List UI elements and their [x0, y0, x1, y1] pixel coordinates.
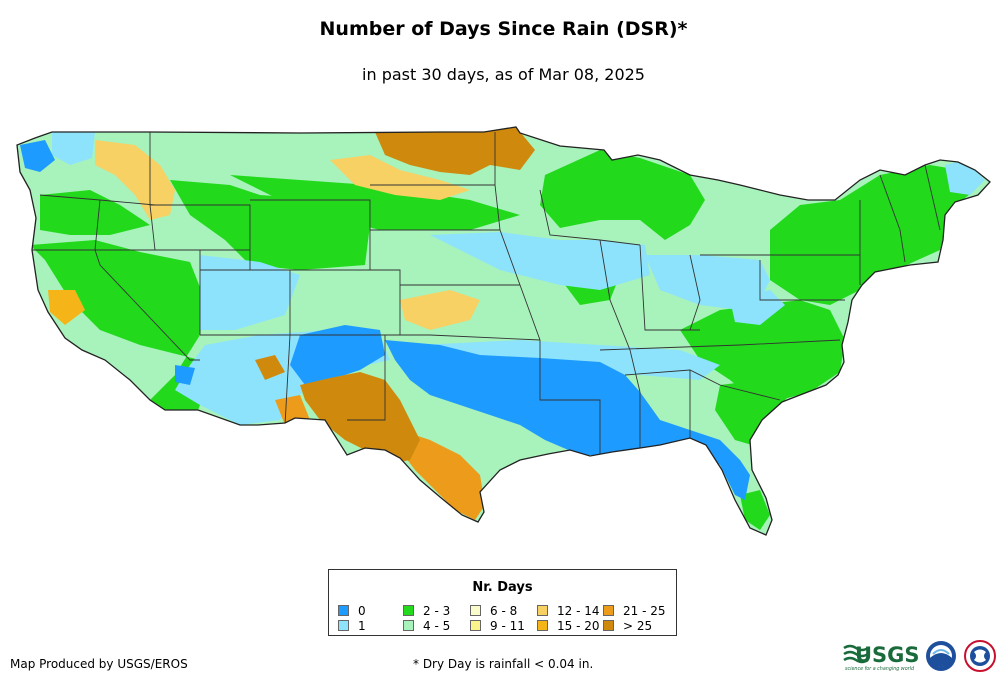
zone-2-3-greatlakes: [540, 150, 705, 240]
zone-1-maine: [945, 160, 985, 195]
nws-logo: [964, 640, 996, 672]
legend-swatch: [470, 605, 481, 616]
us-dsr-map: [16, 126, 991, 536]
legend-label: 6 - 8: [490, 604, 518, 618]
legend-swatch: [537, 605, 548, 616]
zone-2-3-pacific: [30, 240, 210, 410]
zone-0-south: [385, 340, 750, 500]
usgs-logo-text: USGS: [855, 643, 920, 667]
legend-swatch: [603, 605, 614, 616]
legend-label: 21 - 25: [623, 604, 666, 618]
zone-12-14-kansas: [400, 290, 480, 330]
legend-swatch: [403, 605, 414, 616]
zone-0-az: [175, 365, 195, 385]
legend-swatch: [603, 620, 614, 631]
agency-logos: USGS science for a changing world: [843, 640, 996, 672]
legend-label: 1: [358, 619, 366, 633]
zone-2-3-carolinas: [715, 380, 790, 445]
zone-1-ohio: [645, 255, 770, 310]
legend-title: Nr. Days: [472, 580, 533, 595]
zone-over25-westtexas: [300, 372, 420, 465]
zone-12-14-montana: [330, 155, 470, 200]
zone-1-wa: [52, 132, 95, 165]
zone-21-25-nm-w: [275, 395, 310, 425]
legend-label: > 25: [623, 619, 653, 633]
legend-label: 15 - 20: [557, 619, 600, 633]
noaa-logo: [926, 641, 956, 671]
zone-1-wv: [730, 290, 785, 325]
zone-0-wa: [20, 140, 55, 172]
legend-label: 0: [358, 604, 366, 618]
legend-swatch: [338, 620, 349, 631]
legend-swatch: [537, 620, 548, 631]
map-subtitle: in past 30 days, as of Mar 08, 2025: [362, 65, 645, 84]
map-credit: Map Produced by USGS/EROS: [10, 657, 188, 671]
zone-2-3-floridakeys: [740, 490, 770, 530]
zone-1-southwest: [200, 255, 300, 330]
legend-label: 2 - 3: [423, 604, 451, 618]
zone-2-3-pnw: [40, 190, 150, 235]
legend-label: 12 - 14: [557, 604, 600, 618]
zone-0-sw-blob: [290, 325, 385, 385]
usgs-logo: USGS science for a changing world: [843, 643, 920, 672]
legend-label: 9 - 11: [490, 619, 525, 633]
zone-over25-az: [255, 355, 285, 380]
zone-21-25-texas: [400, 430, 485, 520]
legend-swatch: [338, 605, 349, 616]
zone-2-3-northplains: [230, 175, 520, 230]
zone-15-20-ca: [48, 290, 85, 325]
zone-12-14-idaho: [95, 140, 175, 220]
legend-swatch: [470, 620, 481, 631]
zone-1-central: [430, 232, 650, 290]
legend: Nr. Days 0 1 2 - 3 4 - 5 6 - 8 9 - 11 12…: [328, 569, 677, 636]
map-title: Number of Days Since Rain (DSR)*: [319, 18, 688, 40]
legend-swatch: [403, 620, 414, 631]
usgs-tagline: science for a changing world: [845, 666, 915, 672]
dry-day-footnote: * Dry Day is rainfall < 0.04 in.: [413, 657, 594, 671]
zone-2-3-northeast: [770, 165, 975, 305]
zone-2-3-midatlantic: [680, 300, 845, 405]
dsr-zones: [17, 127, 990, 535]
legend-label: 4 - 5: [423, 619, 451, 633]
state-boundaries: [32, 130, 941, 460]
